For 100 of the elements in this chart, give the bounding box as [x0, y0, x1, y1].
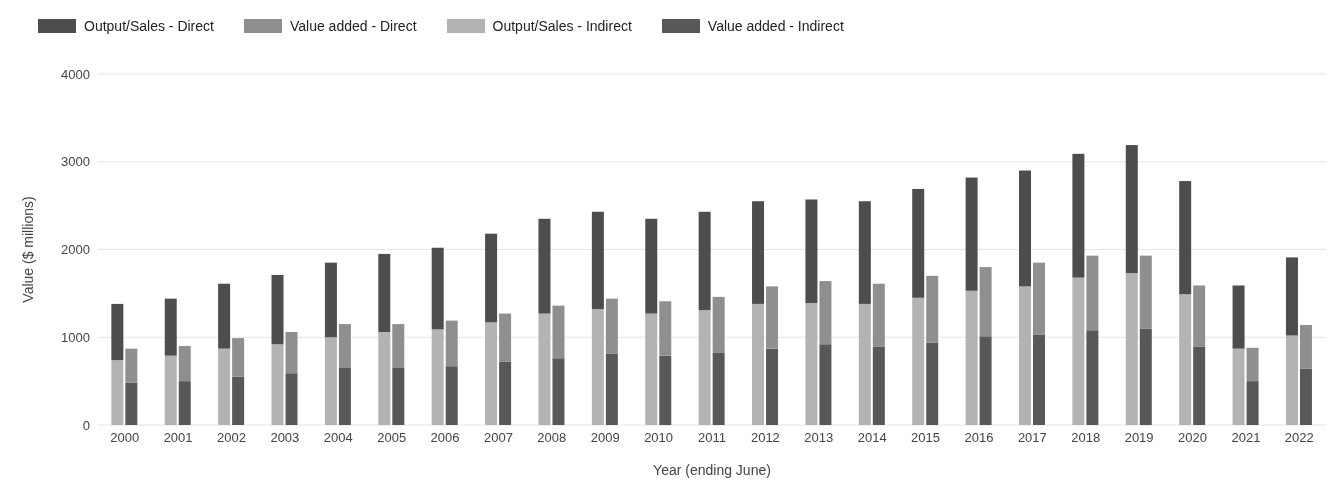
bar — [605, 298, 618, 354]
bar — [338, 367, 351, 425]
bar — [1179, 294, 1192, 425]
bar — [1072, 277, 1085, 425]
bar — [125, 348, 138, 383]
bar — [271, 274, 284, 345]
bar — [392, 367, 405, 425]
y-tick-label: 2000 — [61, 242, 90, 258]
bar — [659, 355, 672, 425]
bar — [926, 342, 939, 425]
legend-label: Output/Sales - Direct — [83, 18, 214, 34]
bar — [591, 211, 604, 310]
bar — [164, 355, 177, 425]
x-tick-label: 2020 — [1178, 430, 1207, 446]
x-tick-label: 2014 — [857, 430, 887, 446]
x-tick-label: 2016 — [964, 430, 994, 446]
bar — [912, 188, 925, 298]
bar — [485, 322, 498, 425]
x-tick-label: 2022 — [1284, 430, 1314, 446]
bar — [752, 303, 765, 425]
x-axis-title: Year (ending June) — [653, 461, 771, 478]
x-tick-label: 2019 — [1124, 430, 1154, 446]
bar — [1033, 262, 1045, 335]
bar — [605, 353, 618, 425]
bar — [1125, 273, 1138, 425]
x-tick-label: 2010 — [644, 430, 674, 446]
x-tick-label: 2004 — [323, 430, 353, 446]
bar — [392, 324, 405, 368]
bar — [645, 313, 658, 425]
bar — [324, 262, 337, 338]
bar — [538, 313, 551, 425]
bar — [499, 313, 512, 362]
bar — [338, 324, 351, 368]
y-axis-title: Value ($ millions) — [19, 196, 36, 303]
x-tick-label: 2005 — [377, 430, 407, 446]
bar — [698, 310, 711, 425]
bar — [872, 346, 885, 425]
x-tick-label: 2021 — [1231, 430, 1261, 446]
x-tick-label: 2009 — [590, 430, 620, 446]
bar — [125, 382, 138, 425]
x-tick-label: 2006 — [430, 430, 460, 446]
bar — [111, 360, 124, 425]
bar — [552, 305, 565, 359]
bar — [1019, 286, 1031, 425]
bar — [858, 201, 871, 304]
bar — [445, 320, 458, 367]
bar — [1299, 368, 1312, 425]
bar — [819, 344, 832, 425]
bar — [1179, 181, 1192, 295]
bar — [752, 201, 765, 304]
y-tick-label: 3000 — [61, 154, 90, 170]
bar — [805, 303, 818, 425]
bar — [378, 253, 391, 332]
bar — [1232, 348, 1245, 425]
bar — [1193, 346, 1206, 425]
bar — [1232, 285, 1245, 349]
bar — [178, 346, 191, 382]
bar — [164, 298, 177, 356]
bar — [698, 211, 711, 311]
bar — [538, 218, 551, 314]
bar — [712, 353, 725, 425]
bar — [445, 366, 458, 425]
x-tick-label: 2017 — [1017, 430, 1047, 446]
x-tick-label: 2015 — [911, 430, 941, 446]
bar — [485, 233, 498, 323]
x-tick-label: 2012 — [750, 430, 780, 446]
bar — [218, 348, 231, 425]
bar — [111, 303, 124, 361]
legend-label: Value added - Indirect — [706, 18, 844, 34]
bar — [858, 303, 871, 425]
bar — [591, 309, 604, 425]
bar — [965, 177, 978, 291]
x-tick-label: 2007 — [483, 430, 513, 446]
bar — [378, 331, 391, 425]
bar — [979, 267, 992, 337]
bar — [1033, 334, 1045, 425]
bar — [1086, 255, 1099, 331]
bar — [766, 348, 779, 425]
bar — [659, 301, 672, 356]
legend-label: Output/Sales - Indirect — [491, 18, 632, 34]
y-tick-label: 1000 — [61, 329, 90, 345]
bar — [1139, 255, 1152, 329]
x-tick-label: 2003 — [270, 430, 300, 446]
bar — [285, 331, 298, 374]
bar — [178, 381, 191, 425]
x-tick-label: 2011 — [698, 430, 726, 446]
bar — [766, 286, 779, 349]
bar — [324, 337, 337, 425]
bar — [232, 376, 245, 425]
y-tick-label: 4000 — [61, 66, 90, 82]
bar — [872, 283, 885, 347]
bar — [499, 361, 512, 425]
bar — [1246, 381, 1259, 425]
bar — [1193, 285, 1206, 347]
bar — [1139, 328, 1152, 425]
bar — [979, 336, 992, 425]
x-tick-label: 2008 — [537, 430, 567, 446]
bar — [232, 338, 245, 377]
legend-label: Value added - Direct — [288, 18, 417, 34]
y-tick-label: 0 — [82, 417, 90, 433]
